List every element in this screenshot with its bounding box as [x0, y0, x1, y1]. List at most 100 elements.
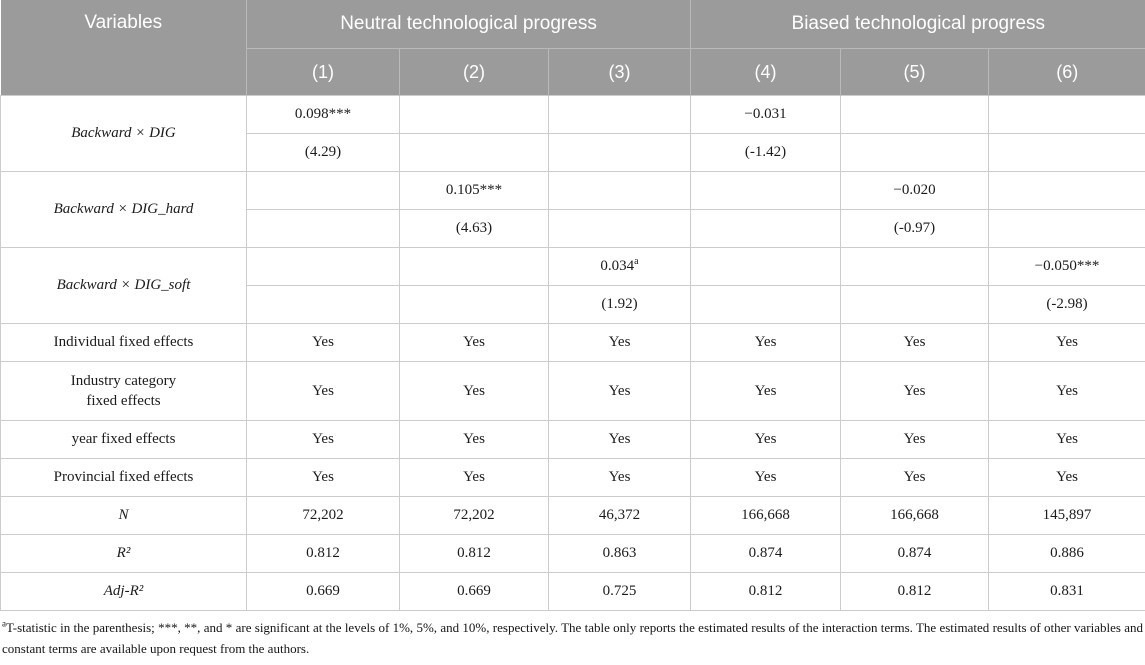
column-header-3: (3) [549, 49, 691, 96]
value-cell: 0.812 [841, 573, 989, 611]
value-cell: Yes [549, 362, 691, 421]
tstat-cell [841, 286, 989, 324]
coef-cell: 0.105*** [400, 172, 549, 210]
value-cell: 0.669 [247, 573, 400, 611]
value-cell: 0.863 [549, 535, 691, 573]
coef-cell [247, 248, 400, 286]
value-cell: Yes [549, 324, 691, 362]
group-header-biased: Biased technological progress [691, 0, 1145, 49]
row-label-cell: Adj-R² [1, 573, 247, 611]
column-header-1: (1) [247, 49, 400, 96]
coef-cell: −0.050*** [989, 248, 1145, 286]
coef-row-backward-dig-hard: Backward × DIG_hard 0.105*** −0.020 [1, 172, 1145, 210]
value-cell: 0.886 [989, 535, 1145, 573]
value-cell: 0.812 [691, 573, 841, 611]
group-header-neutral: Neutral technological progress [247, 0, 691, 49]
tstat-cell: (4.63) [400, 210, 549, 248]
coef-cell [400, 96, 549, 134]
coef-cell [989, 172, 1145, 210]
value-cell: 46,372 [549, 497, 691, 535]
row-industry-category-fixed-effects: Industry category fixed effects Yes Yes … [1, 362, 1145, 421]
tstat-cell: (4.29) [247, 134, 400, 172]
significance-superscript: a [634, 256, 638, 267]
row-provincial-fixed-effects: Provincial fixed effects Yes Yes Yes Yes… [1, 459, 1145, 497]
coef-cell [989, 96, 1145, 134]
coef-cell [691, 172, 841, 210]
tstat-cell [691, 210, 841, 248]
value-cell: Yes [691, 362, 841, 421]
row-label-cell: Individual fixed effects [1, 324, 247, 362]
value-cell: Yes [841, 324, 989, 362]
coef-cell [400, 248, 549, 286]
row-individual-fixed-effects: Individual fixed effects Yes Yes Yes Yes… [1, 324, 1145, 362]
variable-label-cell: Backward × DIG [1, 96, 247, 172]
value-cell: Yes [989, 421, 1145, 459]
coef-cell: −0.020 [841, 172, 989, 210]
value-cell: Yes [989, 362, 1145, 421]
variable-label-cell: Backward × DIG_hard [1, 172, 247, 248]
value-cell: Yes [841, 459, 989, 497]
coef-row-backward-dig: Backward × DIG 0.098*** −0.031 [1, 96, 1145, 134]
value-cell: 0.669 [400, 573, 549, 611]
column-header-2: (2) [400, 49, 549, 96]
tstat-cell [549, 134, 691, 172]
row-label-cell: R² [1, 535, 247, 573]
footnote-text: T-statistic in the parenthesis; ***, **,… [2, 620, 1143, 656]
value-cell: Yes [549, 421, 691, 459]
value-cell: Yes [247, 362, 400, 421]
value-cell: Yes [691, 421, 841, 459]
row-label-cell: Industry category fixed effects [1, 362, 247, 421]
value-cell: Yes [691, 459, 841, 497]
value-cell: 72,202 [247, 497, 400, 535]
value-cell: Yes [691, 324, 841, 362]
value-cell: 0.725 [549, 573, 691, 611]
tstat-cell [691, 286, 841, 324]
row-label-cell: Provincial fixed effects [1, 459, 247, 497]
value-cell: 0.874 [691, 535, 841, 573]
tstat-cell: (-0.97) [841, 210, 989, 248]
row-observations: N 72,202 72,202 46,372 166,668 166,668 1… [1, 497, 1145, 535]
tstat-cell [549, 210, 691, 248]
column-header-5: (5) [841, 49, 989, 96]
value-cell: Yes [989, 459, 1145, 497]
tstat-cell: (-1.42) [691, 134, 841, 172]
row-r-squared: R² 0.812 0.812 0.863 0.874 0.874 0.886 [1, 535, 1145, 573]
group-header-row: Variables Neutral technological progress… [1, 0, 1145, 49]
tstat-cell [247, 210, 400, 248]
tstat-cell: (-2.98) [989, 286, 1145, 324]
row-label-cell: year fixed effects [1, 421, 247, 459]
tstat-cell [400, 134, 549, 172]
value-cell: 0.812 [400, 535, 549, 573]
coef-cell [691, 248, 841, 286]
value-cell: Yes [989, 324, 1145, 362]
variable-label-cell: Backward × DIG_soft [1, 248, 247, 324]
value-cell: 166,668 [691, 497, 841, 535]
tstat-cell [989, 134, 1145, 172]
value-cell: Yes [400, 362, 549, 421]
value-cell: 0.874 [841, 535, 989, 573]
coef-cell [549, 172, 691, 210]
row-adjusted-r-squared: Adj-R² 0.669 0.669 0.725 0.812 0.812 0.8… [1, 573, 1145, 611]
value-cell: 0.812 [247, 535, 400, 573]
value-cell: Yes [400, 324, 549, 362]
tstat-cell [841, 134, 989, 172]
tstat-cell [400, 286, 549, 324]
coef-cell [841, 96, 989, 134]
results-table: Variables Neutral technological progress… [0, 0, 1145, 611]
table-footnote: aT-statistic in the parenthesis; ***, **… [0, 611, 1145, 665]
value-cell: Yes [841, 421, 989, 459]
tstat-cell [247, 286, 400, 324]
tstat-cell: (1.92) [549, 286, 691, 324]
coef-value: 0.034 [600, 258, 634, 274]
table-body: Backward × DIG 0.098*** −0.031 (4.29) (-… [1, 96, 1145, 611]
tstat-cell [989, 210, 1145, 248]
value-cell: Yes [400, 421, 549, 459]
coef-cell: 0.098*** [247, 96, 400, 134]
value-cell: 145,897 [989, 497, 1145, 535]
value-cell: 166,668 [841, 497, 989, 535]
value-cell: Yes [247, 421, 400, 459]
coef-row-backward-dig-soft: Backward × DIG_soft 0.034a −0.050*** [1, 248, 1145, 286]
value-cell: Yes [247, 324, 400, 362]
value-cell: Yes [841, 362, 989, 421]
